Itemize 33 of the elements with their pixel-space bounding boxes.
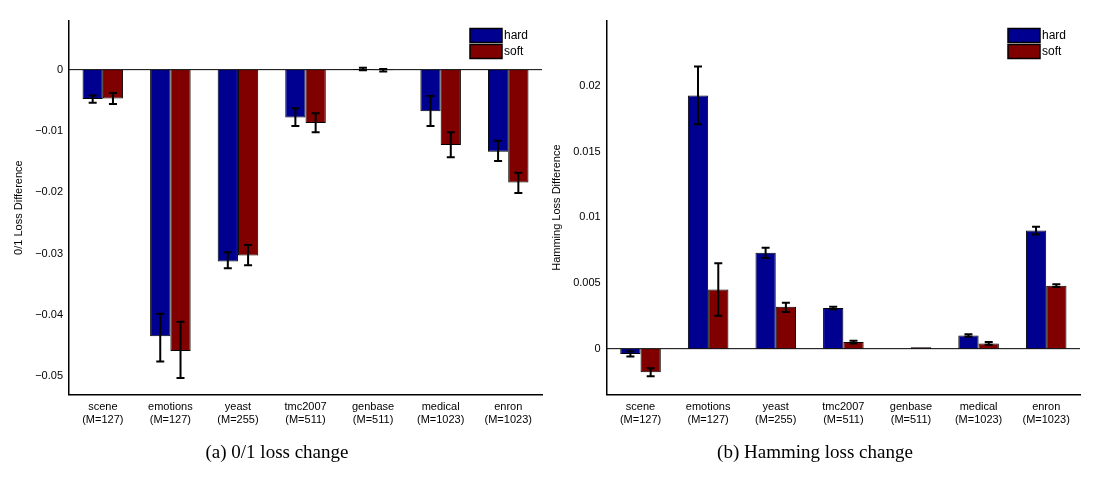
legend-label: soft: [504, 43, 525, 58]
text: (b) Hamming loss change: [716, 441, 914, 463]
y-tick-label: −0.02: [35, 185, 64, 198]
x-tick-label: emotions (M=127): [685, 400, 731, 426]
x-tick-label: tmc2007 (M=511): [284, 400, 327, 426]
y-tick-label: 0.02: [579, 79, 601, 92]
legend-label: soft: [1042, 43, 1063, 58]
y-tick-label: −0.05: [35, 369, 64, 382]
y-tick-label: 0: [56, 62, 64, 75]
x-tick-label: yeast (M=255): [755, 400, 797, 426]
x-tick-label: yeast (M=255): [217, 400, 259, 426]
y-tick-label: −0.04: [35, 307, 64, 320]
legend-label: hard: [1042, 27, 1067, 42]
y-tick-label: −0.03: [35, 246, 64, 259]
text: (a) 0/1 loss change: [204, 441, 350, 463]
y-axis-title: 0/1 Loss Difference: [11, 160, 24, 255]
x-tick-label: enron (M=1023): [484, 400, 532, 426]
x-tick-label: scene (M=127): [82, 400, 124, 426]
x-tick-label: genbase (M=511): [889, 400, 933, 426]
y-tick-label: 0.01: [579, 210, 601, 223]
y-tick-label: 0: [594, 341, 601, 354]
legend-label: hard: [504, 27, 529, 42]
x-tick-label: tmc2007 (M=511): [822, 400, 865, 426]
x-tick-label: medical (M=1023): [954, 400, 1003, 426]
x-tick-label: medical (M=1023): [416, 400, 465, 426]
x-tick-label: genbase (M=511): [351, 400, 395, 426]
x-tick-label: enron (M=1023): [1022, 400, 1070, 426]
x-tick-label: emotions (M=127): [148, 400, 194, 426]
y-tick-label: 0.005: [573, 276, 601, 289]
y-tick-label: −0.01: [35, 123, 64, 136]
y-tick-label: 0.015: [573, 144, 601, 157]
x-tick-label: scene (M=127): [619, 400, 662, 426]
y-axis-title: Hamming Loss Difference: [549, 144, 562, 271]
